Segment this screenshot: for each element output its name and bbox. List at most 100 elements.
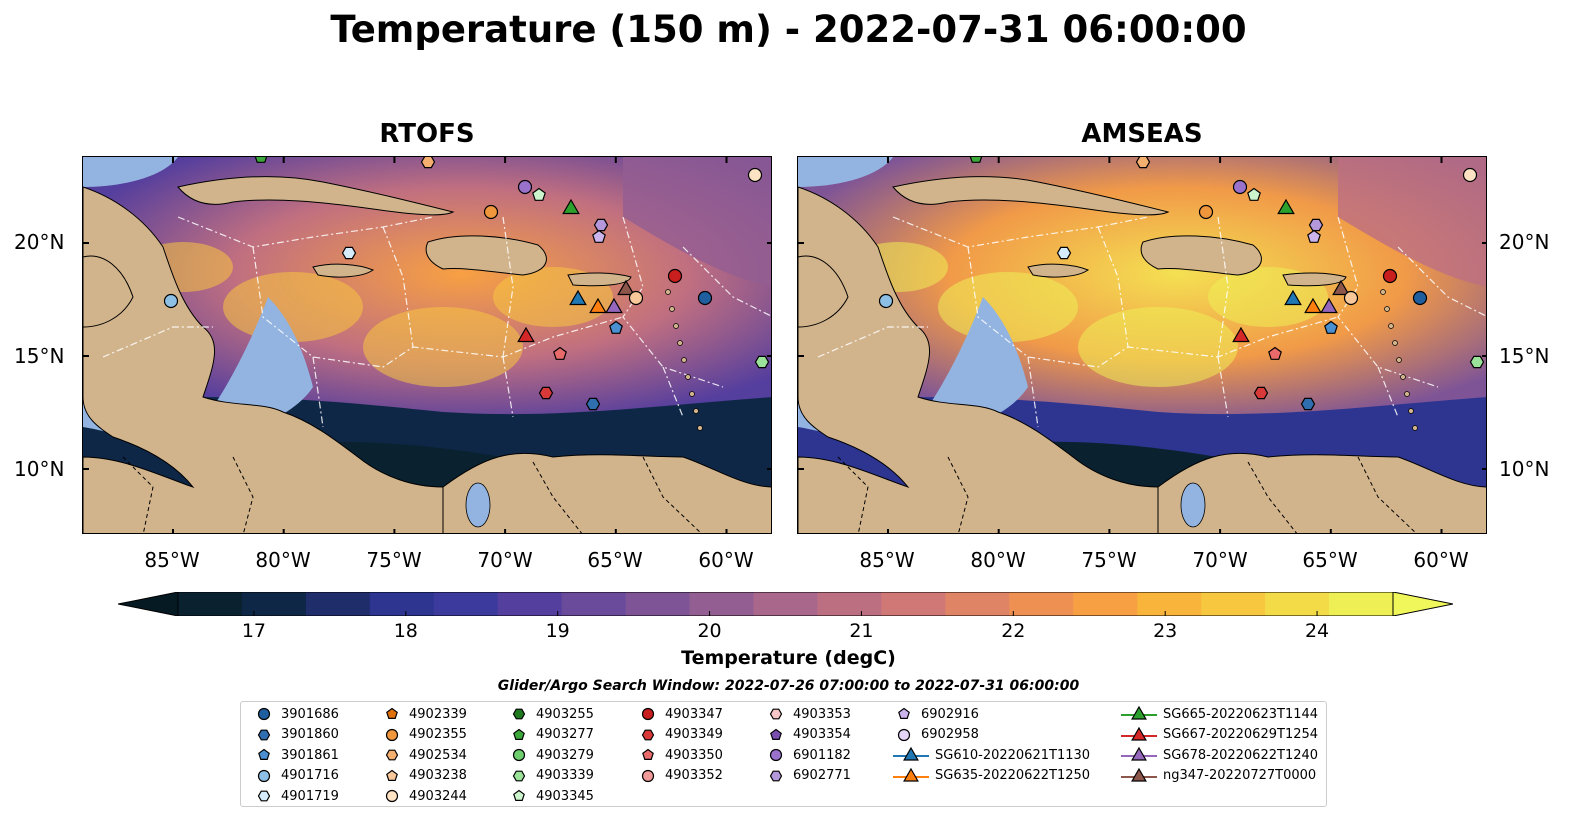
lon-label-80w-right: 80°W [970, 548, 1026, 572]
legend-item-4902355: 4902355 [381, 725, 467, 745]
legend-label: SG667-20220629T1254 [1163, 727, 1319, 742]
colorbar-segment [689, 592, 755, 616]
hexagon-marker-icon [769, 770, 783, 781]
legend-label: 4901719 [281, 788, 339, 804]
pentagon-marker [513, 728, 525, 740]
puerto-rico-land [567, 272, 632, 287]
lat-label-10n-left: 10°N [14, 457, 65, 481]
legend-label: 4903349 [665, 727, 723, 742]
legend-label: 4903347 [665, 706, 723, 722]
eez-boundary-line [682, 246, 771, 317]
colorbar-segment [753, 592, 819, 616]
lesser-antilles-island [1396, 357, 1402, 363]
lesser-antilles-island [681, 357, 687, 363]
lesser-antilles-island [1388, 323, 1394, 329]
legend-label: 6902771 [793, 768, 851, 783]
argo-marker [1308, 218, 1324, 232]
legend-item-4903349: 4903349 [637, 725, 723, 745]
lesser-antilles-island [673, 323, 679, 329]
argo-marker [532, 187, 546, 201]
legend-item-3901686: 3901686 [253, 704, 339, 724]
jamaica-land [312, 263, 375, 278]
pentagon-marker [386, 769, 398, 781]
colorbar-tick-label: 24 [1304, 620, 1330, 642]
legend-item-3901861: 3901861 [253, 745, 339, 765]
hexagon-marker [257, 729, 271, 740]
hexagon-marker [769, 708, 783, 720]
legend-label: 4902339 [409, 706, 467, 722]
triangle-marker [1131, 705, 1147, 720]
colorbar-low-extend [118, 592, 179, 616]
legend-item-6902958: 6902958 [893, 725, 979, 745]
colorbar-segment [817, 592, 883, 616]
legend-item-4903277: 4903277 [508, 725, 594, 745]
legend-item-sg635-20220622t1250: SG635-20220622T1250 [893, 766, 1090, 786]
country-border [947, 456, 969, 533]
pentagon-marker-icon [386, 769, 398, 781]
legend-item-4901719: 4901719 [253, 786, 339, 806]
argo-marker [1135, 157, 1151, 169]
country-border [122, 456, 154, 533]
lesser-antilles-island [697, 425, 703, 431]
circle-marker-icon [897, 728, 911, 741]
argo-marker [609, 320, 623, 334]
circle-marker [257, 707, 271, 721]
glider-marker [1332, 279, 1350, 296]
eez-boundary-line [1217, 216, 1229, 358]
cuba-land [177, 176, 455, 216]
eez-boundary-line [1397, 246, 1486, 317]
legend-item-4903352: 4903352 [637, 766, 723, 786]
lon-label-60w-right: 60°W [1413, 548, 1469, 572]
colorbar-segment [561, 592, 627, 616]
legend-label: 4903238 [409, 768, 467, 783]
circle-marker [769, 748, 783, 762]
colorbar-segment [1137, 592, 1202, 616]
argo-marker [1056, 246, 1072, 260]
eez-boundary-line [1097, 226, 1129, 348]
cuba-land [892, 176, 1170, 216]
colorbar-segment [1201, 592, 1266, 616]
colorbar-segment [178, 592, 243, 616]
warm-eddy [1078, 307, 1238, 387]
circle-marker [257, 769, 271, 782]
triangle-marker [1131, 746, 1147, 761]
colorbar-segment [1073, 592, 1138, 616]
lesser-antilles-island [1412, 425, 1418, 431]
map-panel-amseas [797, 156, 1487, 534]
legend-label: SG665-20220623T1144 [1163, 706, 1319, 722]
legend-label: SG678-20220622T1240 [1163, 747, 1319, 763]
circle-marker [641, 769, 655, 782]
eez-boundary-line [817, 326, 928, 358]
argo-marker [163, 293, 179, 309]
lesser-antilles-island [689, 391, 695, 397]
glider-marker [1277, 198, 1295, 215]
glider-marker [589, 297, 607, 314]
eez-boundary-line [1337, 216, 1439, 388]
lat-label-20n-left: 20°N [14, 230, 65, 254]
figure-title: Temperature (150 m) - 2022-07-31 06:00:0… [330, 8, 1247, 51]
eez-boundary-line [1377, 366, 1399, 418]
eez-boundary-line [892, 216, 1149, 248]
legend-label: 4903339 [536, 768, 594, 783]
legend-label: 3901686 [281, 706, 339, 722]
glider-marker [1284, 289, 1302, 306]
colorbar-segment [241, 592, 307, 616]
legend-label: 4903352 [665, 768, 723, 783]
legend-label: 6902916 [921, 706, 979, 722]
marker-legend: 3901686 3901860 3901861 4901716 4901719 49023… [240, 701, 1327, 807]
panel-title-rtofs: RTOFS [379, 119, 475, 149]
eez-boundary-line [312, 356, 324, 428]
argo-marker [517, 179, 533, 195]
legend-label: 3901861 [281, 747, 339, 763]
glider-marker [517, 326, 535, 343]
hexagon-marker-icon [257, 729, 271, 740]
circle-marker [512, 748, 526, 762]
colorbar-label: Temperature (degC) [681, 647, 896, 669]
hexagon-marker [769, 770, 783, 781]
south-america-land [1157, 452, 1486, 533]
triangle-marker [1131, 767, 1147, 782]
legend-label: ng347-20220727T0000 [1163, 768, 1317, 783]
legend-label: 4903277 [536, 727, 594, 742]
legend-label: 4903279 [536, 747, 594, 763]
circle-marker-icon [512, 748, 526, 762]
